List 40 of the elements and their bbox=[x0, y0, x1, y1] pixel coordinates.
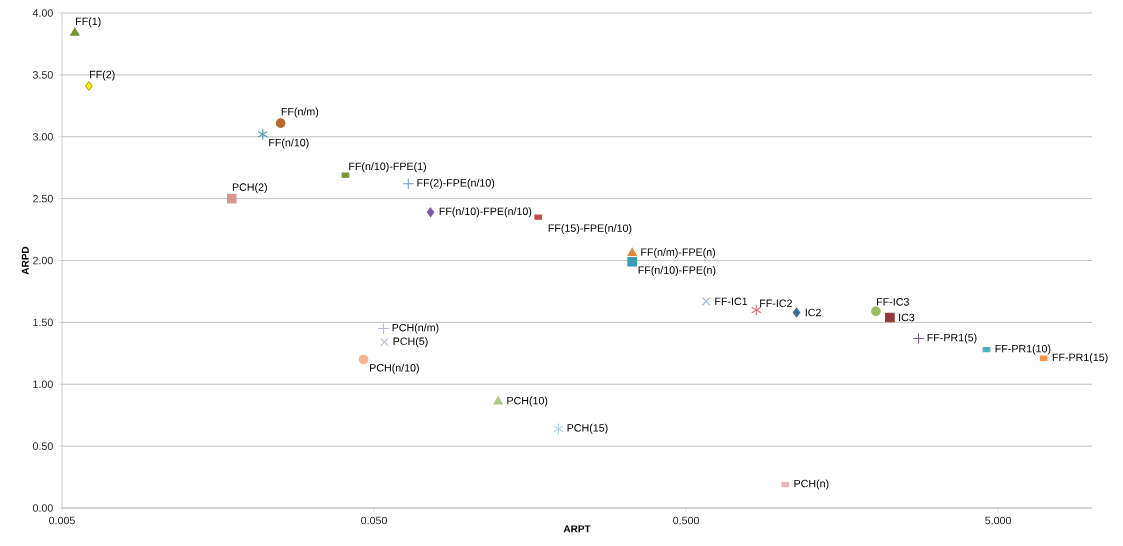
y-tick-label: 1.50 bbox=[33, 318, 53, 327]
x-tick-label: 0.050 bbox=[361, 516, 387, 525]
y-axis-title: ARPD bbox=[21, 246, 29, 275]
series-label: FF-IC3 bbox=[877, 298, 909, 306]
y-tick-label: 0.50 bbox=[32, 442, 53, 450]
y-tick-label: 3.00 bbox=[32, 132, 53, 141]
series-label: FF(n/10) bbox=[269, 138, 309, 149]
y-tick-label: 1.00 bbox=[33, 380, 53, 389]
series-label: PCH(5) bbox=[393, 337, 428, 348]
series-label: PCH(n/m) bbox=[392, 323, 439, 334]
series-label: FF(1) bbox=[76, 17, 101, 28]
series-label: FF-IC1 bbox=[715, 297, 748, 306]
y-tick-label: 2.50 bbox=[33, 194, 53, 203]
series-label: FF(2)-FPE(n/10) bbox=[417, 178, 495, 189]
series-label: PCH(2) bbox=[232, 183, 267, 194]
y-tick-label: 2.00 bbox=[33, 256, 53, 265]
x-tick-label: 0.005 bbox=[49, 516, 75, 525]
series-label: FF(n/10)-FPE(n) bbox=[638, 266, 716, 276]
series-label: FF(15)-FPE(n/10) bbox=[548, 224, 632, 235]
series-label: FF(n/m) bbox=[281, 107, 319, 118]
y-tick-label: 4.00 bbox=[32, 9, 53, 17]
series-label: IC2 bbox=[805, 308, 821, 317]
x-tick-label: 5.000 bbox=[985, 516, 1011, 525]
x-axis-title: ARPT bbox=[563, 525, 591, 533]
series-label: FF(n/m)-FPE(n) bbox=[641, 248, 716, 259]
x-tick-label: 0.500 bbox=[673, 516, 699, 525]
series-label: FF-IC2 bbox=[760, 299, 792, 308]
series-label: FF(n/10)-FPE(n/10) bbox=[439, 207, 532, 218]
series-label: FF-PR1(5) bbox=[927, 333, 977, 344]
series-label: IC3 bbox=[899, 313, 915, 322]
series-label: PCH(n) bbox=[794, 479, 829, 490]
series-label: PCH(10) bbox=[507, 396, 548, 407]
series-label: FF-PR1(15) bbox=[1052, 353, 1108, 364]
series-label: PCH(n/10) bbox=[370, 363, 419, 374]
series-label: PCH(15) bbox=[567, 423, 608, 434]
y-tick-label: 3.50 bbox=[32, 71, 53, 79]
series-label: FF(2) bbox=[90, 70, 115, 81]
y-tick-label: 0.00 bbox=[32, 504, 53, 512]
series-label: FF-PR1(10) bbox=[995, 344, 1051, 355]
series-label: FF(n/10)-FPE(1) bbox=[349, 162, 426, 173]
